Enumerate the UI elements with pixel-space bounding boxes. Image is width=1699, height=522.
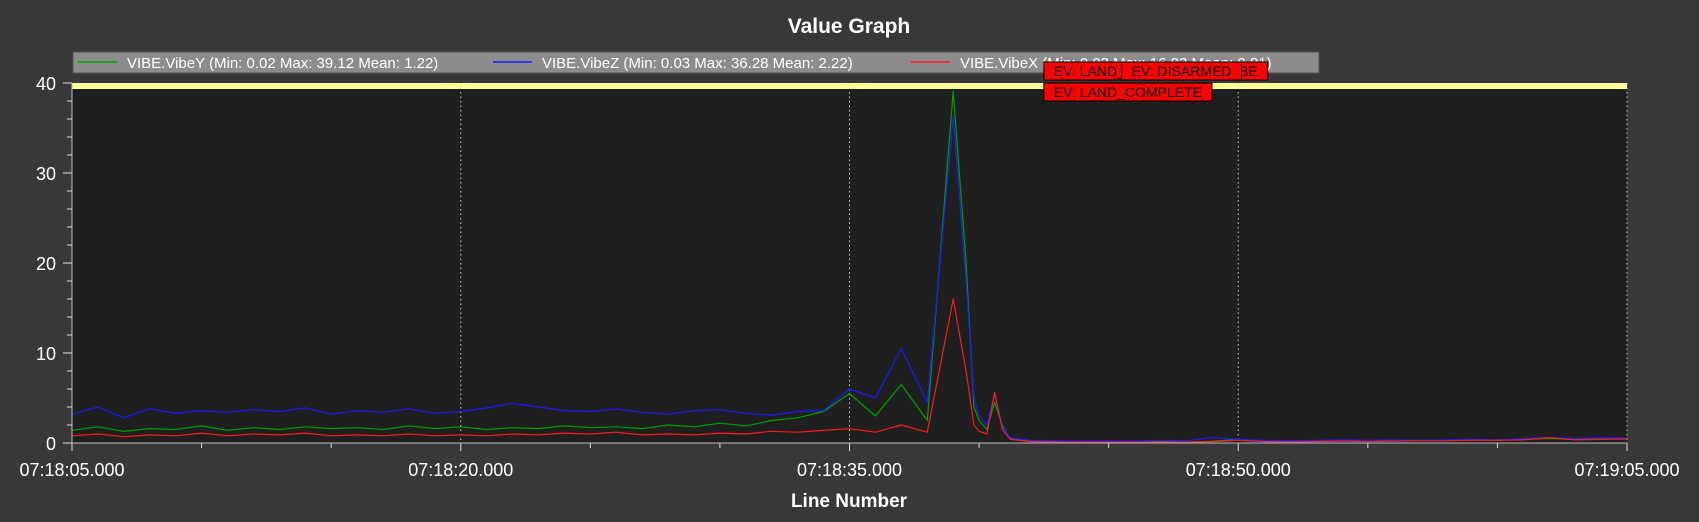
y-tick-label: 30 bbox=[36, 164, 56, 184]
x-tick-label: 07:18:05.000 bbox=[19, 460, 124, 480]
event-marker-label: EV: DISARMED bbox=[1132, 63, 1232, 79]
legend-box bbox=[72, 51, 1320, 74]
x-axis: 07:18:05.000 07:18:20.000 07:18:35.000 07:1… bbox=[19, 442, 1680, 480]
y-tick-label: 20 bbox=[36, 254, 56, 274]
legend[interactable]: VIBE.VibeY (Min: 0.02 Max: 39.12 Mean: 1… bbox=[72, 51, 1320, 74]
series-line-2 bbox=[71, 115, 1628, 442]
y-tick-label: 40 bbox=[36, 74, 56, 94]
event-marker-2[interactable]: EV: DISARMED bbox=[1121, 61, 1242, 81]
y-axis: 0 10 20 30 40 bbox=[36, 74, 73, 454]
event-marker-box bbox=[1121, 61, 1242, 81]
event-marker-box bbox=[1043, 82, 1213, 102]
x-axis-label: Line Number bbox=[791, 491, 908, 512]
series-line-3 bbox=[71, 298, 1628, 443]
x-tick-label: 07:18:20.000 bbox=[408, 460, 513, 480]
series-lines bbox=[71, 90, 1628, 443]
x-tick-label: 07:19:05.000 bbox=[1574, 460, 1679, 480]
x-tick-label: 07:18:35.000 bbox=[797, 460, 902, 480]
y-tick-label: 10 bbox=[36, 344, 56, 364]
legend-label-2[interactable]: VIBE.VibeZ (Min: 0.03 Max: 36.28 Mean: 2… bbox=[542, 55, 853, 72]
legend-label-1[interactable]: VIBE.VibeY (Min: 0.02 Max: 39.12 Mean: 1… bbox=[127, 55, 438, 72]
event-band bbox=[72, 83, 1627, 89]
y-tick-label: 0 bbox=[46, 434, 56, 454]
x-tick-label: 07:18:50.000 bbox=[1186, 460, 1291, 480]
event-marker-3[interactable]: EV: LAND_COMPLETE bbox=[1043, 82, 1213, 102]
event-marker-label: EV: LAND_COMPLETE bbox=[1054, 84, 1202, 100]
chart-title: Value Graph bbox=[788, 15, 911, 38]
